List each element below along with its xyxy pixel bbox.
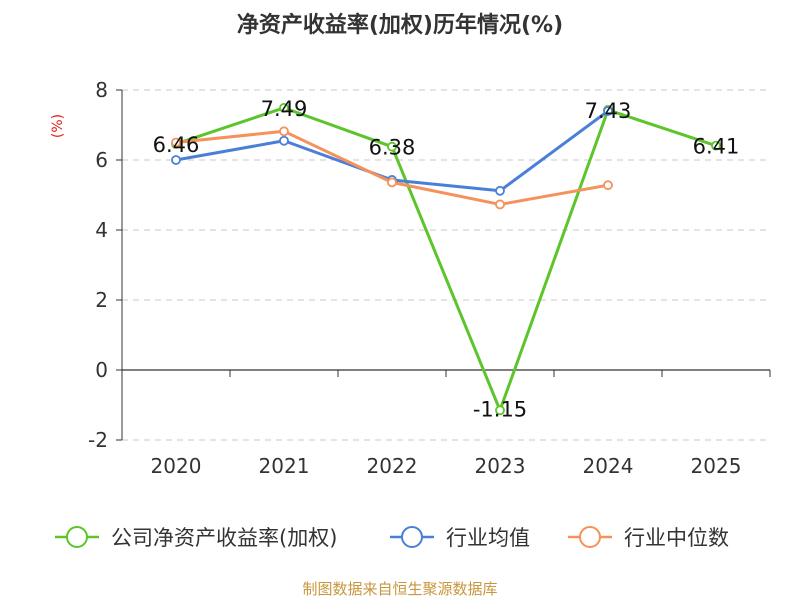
data-point [603, 180, 613, 191]
data-point [387, 141, 397, 152]
data-label: 7.43 [585, 99, 632, 123]
data-point [495, 199, 505, 210]
data-point [279, 102, 289, 113]
data-point [711, 140, 721, 151]
data-point [495, 405, 505, 416]
data-label: 7.49 [261, 97, 308, 121]
y-tick-label: 6 [95, 148, 108, 172]
legend-marker [579, 526, 601, 548]
y-tick-label: 2 [95, 288, 108, 312]
gridlines [122, 89, 770, 441]
data-point [279, 135, 289, 146]
data-label: 6.46 [153, 133, 200, 157]
chart-title: 净资产收益率(加权)历年情况(%) [237, 12, 563, 38]
x-tick-label: 2023 [475, 454, 526, 478]
x-tick-label: 2025 [691, 454, 742, 478]
legend-label: 公司净资产收益率(加权) [111, 526, 337, 550]
data-label: 6.41 [693, 135, 740, 159]
data-point [603, 106, 613, 116]
y-tick-label: -2 [88, 428, 108, 452]
legend-marker [66, 526, 88, 548]
axes: -2 0 2 4 6 8 2020 2021 2022 2023 2024 2025 [88, 78, 771, 478]
data-point [279, 126, 289, 137]
data-point [387, 177, 397, 188]
y-tick-label: 0 [95, 358, 108, 382]
x-tick-label: 2024 [583, 454, 634, 478]
series-lines [171, 102, 721, 416]
legend-marker [401, 526, 423, 548]
x-tick-label: 2022 [367, 454, 418, 478]
data-point [171, 137, 181, 148]
data-label: 6.38 [369, 136, 416, 160]
x-tick-label: 2020 [151, 454, 202, 478]
x-tick-label: 2021 [259, 454, 310, 478]
legend-label: 行业中位数 [624, 526, 729, 550]
y-tick-label: 4 [95, 218, 108, 242]
y-axis-label: (%) [50, 114, 66, 138]
y-tick-label: 8 [95, 78, 108, 102]
legend-label: 行业均值 [446, 526, 530, 550]
legend: 公司净资产收益率(加权) 行业均值 行业中位数 [55, 526, 729, 550]
data-labels: 6.46 7.49 6.38 -1.15 7.43 6.41 [153, 97, 740, 421]
data-point [495, 185, 505, 196]
series-line-0 [175, 106, 717, 412]
source-note: 制图数据来自恒生聚源数据库 [302, 580, 497, 598]
data-point [171, 155, 181, 165]
data-label: -1.15 [473, 397, 527, 421]
